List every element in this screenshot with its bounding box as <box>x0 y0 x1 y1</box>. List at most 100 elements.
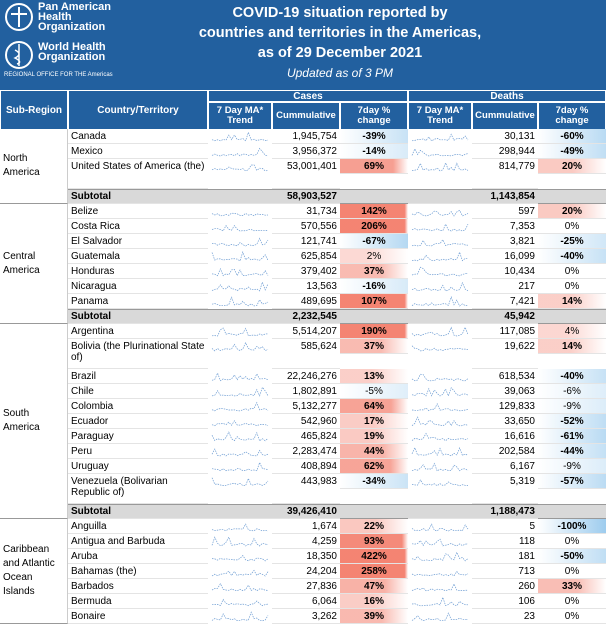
percent-change: -67% <box>340 234 408 249</box>
cumulative-deaths: 217 <box>472 279 538 294</box>
sparkline <box>211 536 269 547</box>
country: Venezuela (Bolivarian Republic of) <box>68 474 208 504</box>
subtotal-deaths: 45,942 <box>408 309 538 324</box>
sparkline <box>211 341 269 352</box>
percent-change: -50% <box>538 549 606 564</box>
cumulative-deaths: 10,434 <box>472 264 538 279</box>
percent-change: 258% <box>340 564 408 579</box>
percent-change: -5% <box>340 384 408 399</box>
sparkline <box>411 266 469 277</box>
cumulative-deaths: 597 <box>472 204 538 219</box>
country: Mexico <box>68 144 208 159</box>
cumulative-cases: 570,556 <box>272 219 340 234</box>
percent-change: 0% <box>538 264 606 279</box>
cumulative-cases: 27,836 <box>272 579 340 594</box>
percent-change: 37% <box>340 339 408 354</box>
cumulative-cases: 443,983 <box>272 474 340 504</box>
sparkline <box>211 477 269 486</box>
sparkline <box>411 133 469 142</box>
sparkline <box>411 612 469 622</box>
cumulative-cases: 2,283,474 <box>272 444 340 459</box>
subtotal-cases: 39,426,410 <box>208 504 340 519</box>
sub-region: Central America <box>0 204 68 324</box>
sparkline <box>411 538 469 547</box>
cumulative-cases: 1,945,754 <box>272 129 340 144</box>
cumulative-cases: 465,824 <box>272 429 340 444</box>
cumulative-deaths: 260 <box>472 579 538 594</box>
country: Argentina <box>68 324 208 339</box>
column-header: 7day % change <box>538 102 606 130</box>
percent-change: 14% <box>538 339 606 354</box>
sparkline <box>211 327 269 337</box>
group-header: Cases <box>208 90 408 102</box>
cumulative-deaths: 30,131 <box>472 129 538 144</box>
column-header: 7 Day MA* Trend <box>408 102 472 130</box>
subtotal-deaths: 1,188,473 <box>408 504 538 519</box>
sparkline <box>411 551 469 562</box>
country: Panama <box>68 294 208 309</box>
percent-change: 2% <box>340 249 408 264</box>
country: Antigua and Barbuda <box>68 534 208 549</box>
percent-change: -34% <box>340 474 408 489</box>
percent-change: 0% <box>538 594 606 609</box>
sparkline <box>411 583 469 592</box>
sparkline <box>411 326 469 337</box>
percent-change: 47% <box>340 579 408 594</box>
cumulative-cases: 625,854 <box>272 249 340 264</box>
sparkline <box>411 345 469 352</box>
percent-change: -9% <box>538 459 606 474</box>
subtotal-label: Subtotal <box>68 504 208 519</box>
sparkline <box>411 416 469 427</box>
country: Canada <box>68 129 208 144</box>
sparkline <box>211 251 269 262</box>
country: Bahamas (the) <box>68 564 208 579</box>
subtotal-cases: 58,903,527 <box>208 189 340 204</box>
subtotal-cases: 2,232,545 <box>208 309 340 324</box>
country: Nicaragua <box>68 279 208 294</box>
paho-emblem <box>5 3 33 31</box>
column-header: Country/Territory <box>68 90 208 130</box>
sparkline <box>411 209 469 217</box>
column-header: 7day % change <box>340 102 408 130</box>
percent-change: 22% <box>340 519 408 534</box>
sparkline <box>211 401 269 412</box>
sparkline <box>411 296 469 307</box>
sparkline <box>211 386 269 397</box>
sparkline <box>211 164 269 172</box>
cumulative-cases: 542,960 <box>272 414 340 429</box>
sparkline <box>211 582 269 592</box>
sparkline <box>211 212 269 217</box>
cumulative-cases: 31,734 <box>272 204 340 219</box>
sparkline <box>211 598 269 607</box>
percent-change: -52% <box>538 414 606 429</box>
percent-change: 64% <box>340 399 408 414</box>
sparkline <box>411 251 469 262</box>
sparkline <box>411 402 469 412</box>
percent-change: 422% <box>340 549 408 564</box>
sparkline <box>411 281 469 292</box>
cumulative-cases: 5,132,277 <box>272 399 340 414</box>
sparkline <box>211 461 269 472</box>
logo-who: World Health Organization <box>38 41 106 63</box>
sparkline <box>211 420 269 427</box>
sparkline <box>211 372 269 382</box>
sparkline <box>411 223 469 232</box>
country: United States of America (the) <box>68 159 208 189</box>
title-line: as of 29 December 2021 <box>257 45 423 61</box>
sparkline <box>411 462 469 472</box>
sparkline <box>411 523 469 532</box>
sparkline <box>411 479 469 487</box>
cumulative-cases: 4,259 <box>272 534 340 549</box>
cumulative-deaths: 618,534 <box>472 369 538 384</box>
sub-region: South America <box>0 324 68 519</box>
group-header: Deaths <box>408 90 606 102</box>
percent-change: -40% <box>538 249 606 264</box>
subtotal-deaths: 1,143,854 <box>408 189 538 204</box>
percent-change: 0% <box>538 279 606 294</box>
cumulative-deaths: 33,650 <box>472 414 538 429</box>
cumulative-cases: 5,514,207 <box>272 324 340 339</box>
cumulative-deaths: 181 <box>472 549 538 564</box>
subtotal-label: Subtotal <box>68 309 208 324</box>
percent-change: 19% <box>340 429 408 444</box>
